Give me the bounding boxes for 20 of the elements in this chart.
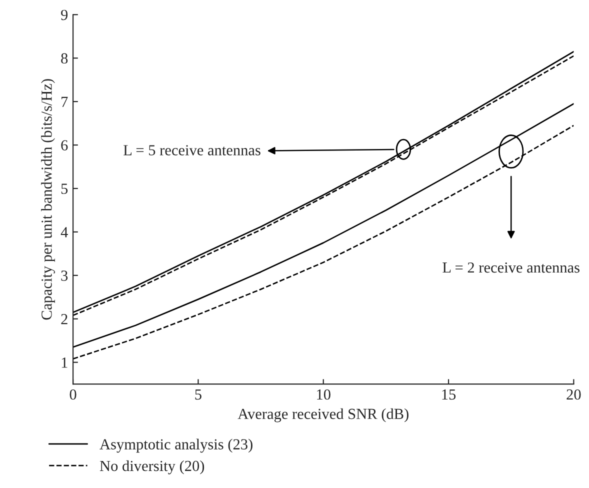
legend-label: No diversity (20): [100, 460, 204, 474]
y-tick-label: 2: [61, 314, 68, 324]
x-tick-label: 20: [566, 389, 581, 400]
y-tick-label: 7: [62, 96, 68, 107]
y-tick-label: 1: [62, 358, 68, 368]
annotation: L = 5 receive antennas: [124, 145, 260, 156]
y-tick-label: 8: [61, 53, 68, 64]
x-axis-title: Average received SNR (dB): [238, 408, 408, 422]
legend-label: Asymptotic analysis (23): [100, 438, 252, 453]
annotation: L = 2 receive antennas: [442, 262, 580, 273]
x-tick-label: 0: [70, 389, 76, 400]
y-tick-label: 9: [61, 10, 68, 20]
y-tick-label: 5: [61, 184, 68, 194]
y-tick-label: 4: [60, 227, 68, 238]
x-tick-label: 15: [442, 389, 456, 400]
y-tick-label: 6: [61, 140, 68, 150]
y-axis-title: Capacity per unit bandwidth (bits/s/Hz): [41, 79, 55, 320]
x-tick-label: 10: [317, 389, 330, 400]
x-tick-label: 5: [195, 390, 202, 400]
y-tick-label: 3: [61, 270, 68, 281]
